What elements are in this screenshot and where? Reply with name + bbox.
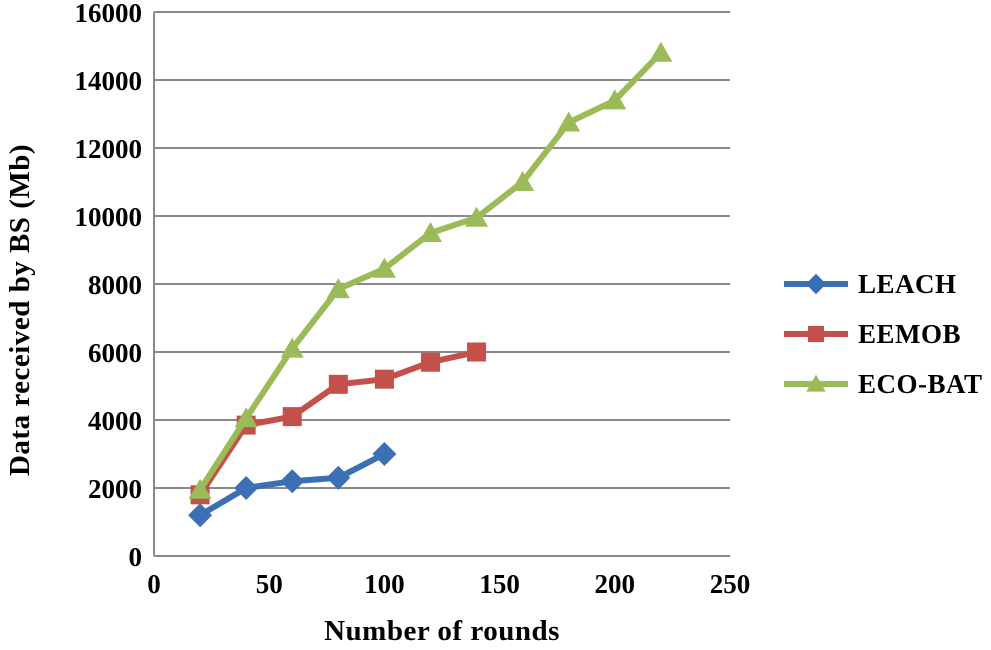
y-tick-label-2000: 2000 <box>88 474 142 504</box>
legend-item-eco-bat: ECO-BAT <box>783 359 983 409</box>
marker-triangle <box>418 222 442 242</box>
marker-diamond <box>372 442 397 466</box>
marker-triangle <box>234 407 258 428</box>
x-tick-label-100: 100 <box>364 569 405 599</box>
x-tick-label-50: 50 <box>256 569 283 599</box>
y-tick-label-8000: 8000 <box>88 270 142 300</box>
legend-key-triangle-icon <box>784 374 848 392</box>
y-tick-label-16000: 16000 <box>75 0 143 28</box>
marker-triangle <box>649 41 673 62</box>
marker-triangle <box>806 374 826 392</box>
marker-triangle <box>188 478 212 499</box>
marker-square <box>807 325 825 343</box>
marker-triangle <box>465 206 489 227</box>
marker-triangle <box>280 337 304 358</box>
marker-triangle <box>603 89 627 110</box>
legend-label-eco-bat: ECO-BAT <box>858 368 983 399</box>
marker-diamond <box>188 503 213 528</box>
legend: LEACH EEMOB ECO-BAT <box>783 259 983 409</box>
x-tick-label-250: 250 <box>710 569 751 599</box>
marker-square <box>420 352 440 372</box>
marker-triangle <box>326 278 350 299</box>
y-tick-label-6000: 6000 <box>88 338 142 368</box>
marker-diamond <box>326 465 351 490</box>
marker-square <box>328 374 348 394</box>
y-tick-label-4000: 4000 <box>88 406 142 436</box>
legend-item-eemob: EEMOB <box>783 309 983 359</box>
x-tick-label-200: 200 <box>595 569 636 599</box>
x-tick-label-0: 0 <box>147 569 161 599</box>
y-tick-label-14000: 14000 <box>75 66 143 96</box>
marker-square <box>467 342 487 362</box>
x-tick-label-150: 150 <box>479 569 520 599</box>
marker-square <box>374 369 394 389</box>
legend-label-eemob: EEMOB <box>858 318 962 349</box>
marker-triangle <box>372 257 396 278</box>
marker-triangle <box>511 171 535 191</box>
marker-diamond <box>234 476 259 500</box>
marker-diamond <box>805 273 827 295</box>
x-axis-title: Number of rounds <box>324 615 560 647</box>
series-line-eco-bat <box>197 49 664 493</box>
legend-item-leach: LEACH <box>783 259 983 309</box>
legend-key-diamond-icon <box>784 273 848 295</box>
marker-diamond <box>280 469 305 494</box>
y-tick-label-0: 0 <box>129 542 143 572</box>
marker-square <box>282 407 302 427</box>
legend-key-square-icon <box>784 325 848 343</box>
y-tick-label-12000: 12000 <box>75 134 143 164</box>
marker-triangle <box>557 111 581 132</box>
legend-label-leach: LEACH <box>858 268 957 299</box>
y-tick-label-10000: 10000 <box>75 202 143 232</box>
